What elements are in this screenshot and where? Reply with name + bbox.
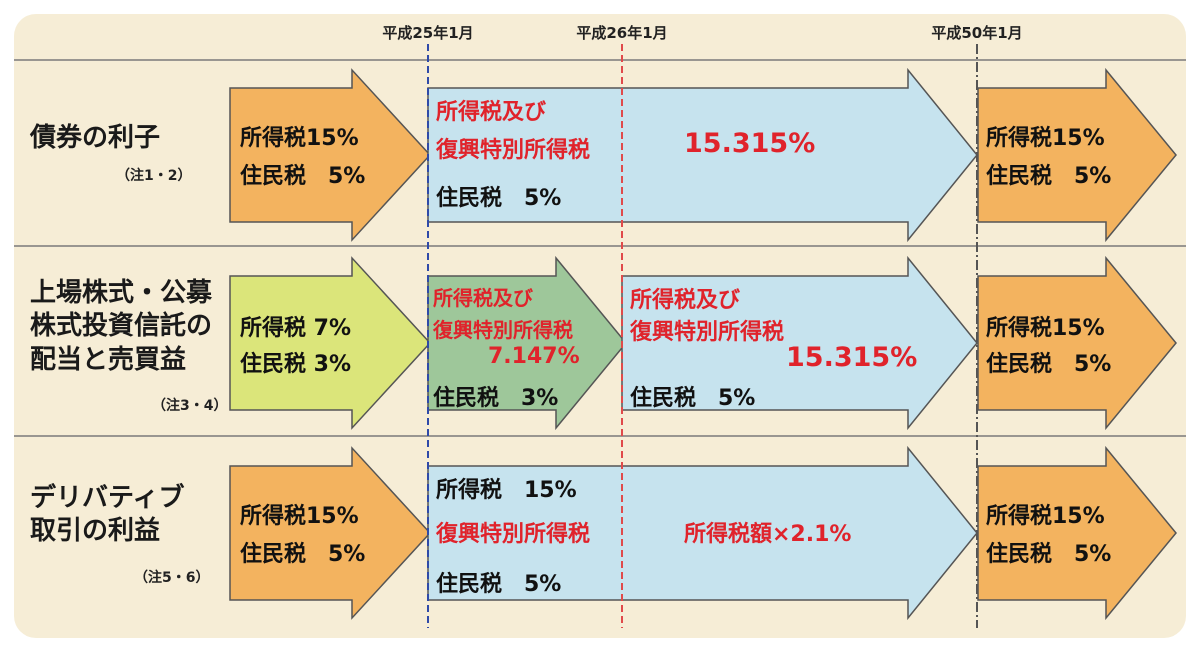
stock-before-resident-tax: 住民税 3% (240, 352, 352, 377)
bond-after-income-tax: 所得税15% (986, 126, 1105, 151)
arrow-deriv-before (229, 446, 432, 620)
row-note-2: （注3・4） (152, 398, 228, 414)
bond-period-resident-tax: 住民税 5% (436, 186, 562, 211)
row-title-line: 債券の利子 (30, 123, 161, 153)
arrow-stock-before (229, 256, 432, 430)
arrow-bond-period (427, 67, 978, 243)
stock-before-income-tax: 所得税 7% (240, 316, 352, 341)
row-note-1: （注1・2） (116, 168, 192, 184)
deriv-period-income-tax: 所得税 15% (436, 478, 577, 503)
row-title-line: 配当と売買益 (30, 344, 187, 375)
stock-period2-label2: 復興特別所得税 (630, 320, 785, 345)
row-title-bond-interest: 債券の利子 (30, 122, 160, 155)
bond-before-resident-tax: 住民税 5% (240, 164, 366, 189)
date-label-h50: 平成50年1月 (931, 24, 1023, 42)
row-title-derivatives: デリバティブ 取引の利益 (30, 482, 184, 549)
stock-period1-label2: 復興特別所得税 (433, 318, 573, 342)
row-title-line: 取引の利益 (30, 516, 161, 547)
row-title-line: 株式投資信託の (30, 311, 213, 342)
stock-after-income-tax: 所得税15% (986, 316, 1105, 341)
bond-period-rate: 15.315% (684, 128, 816, 159)
arrow-deriv-period (427, 445, 978, 621)
date-label-h26: 平成26年1月 (576, 24, 668, 42)
row-note-3: （注5・6） (134, 570, 210, 586)
deriv-before-income-tax: 所得税15% (240, 504, 359, 529)
arrow-bond-after (977, 67, 1177, 243)
stock-period1-resident-tax: 住民税 3% (433, 386, 559, 411)
bond-before-income-tax: 所得税15% (240, 126, 359, 151)
bond-after-resident-tax: 住民税 5% (986, 164, 1112, 189)
deriv-period-reconstruction-rate: 所得税額×2.1% (684, 522, 852, 547)
deriv-before-resident-tax: 住民税 5% (240, 542, 366, 567)
stock-after-resident-tax: 住民税 5% (986, 352, 1112, 377)
bond-period-label1: 所得税及び (436, 100, 547, 125)
deriv-period-resident-tax: 住民税 5% (436, 572, 562, 597)
deriv-after-resident-tax: 住民税 5% (986, 542, 1112, 567)
row-title-line: デリバティブ (30, 483, 185, 513)
stock-period2-rate: 15.315% (786, 342, 918, 373)
bond-period-label2: 復興特別所得税 (436, 138, 591, 163)
deriv-after-income-tax: 所得税15% (986, 504, 1105, 529)
arrow-stock-period1 (427, 255, 627, 431)
arrow-stock-after (977, 255, 1177, 431)
stock-period2-resident-tax: 住民税 5% (630, 386, 756, 411)
stock-period1-rate: 7.147% (488, 344, 580, 369)
arrow-deriv-after (977, 445, 1177, 621)
deriv-period-reconstruction-label: 復興特別所得税 (436, 522, 591, 547)
stock-period1-label1: 所得税及び (433, 286, 533, 310)
row-title-line: 上場株式・公募 (30, 278, 213, 308)
stock-period2-label1: 所得税及び (630, 288, 741, 313)
date-label-h25: 平成25年1月 (382, 24, 474, 42)
arrow-stock-period2 (621, 255, 978, 431)
row-title-listed-stocks: 上場株式・公募 株式投資信託の 配当と売買益 (30, 277, 212, 377)
arrow-bond-before (229, 68, 432, 242)
